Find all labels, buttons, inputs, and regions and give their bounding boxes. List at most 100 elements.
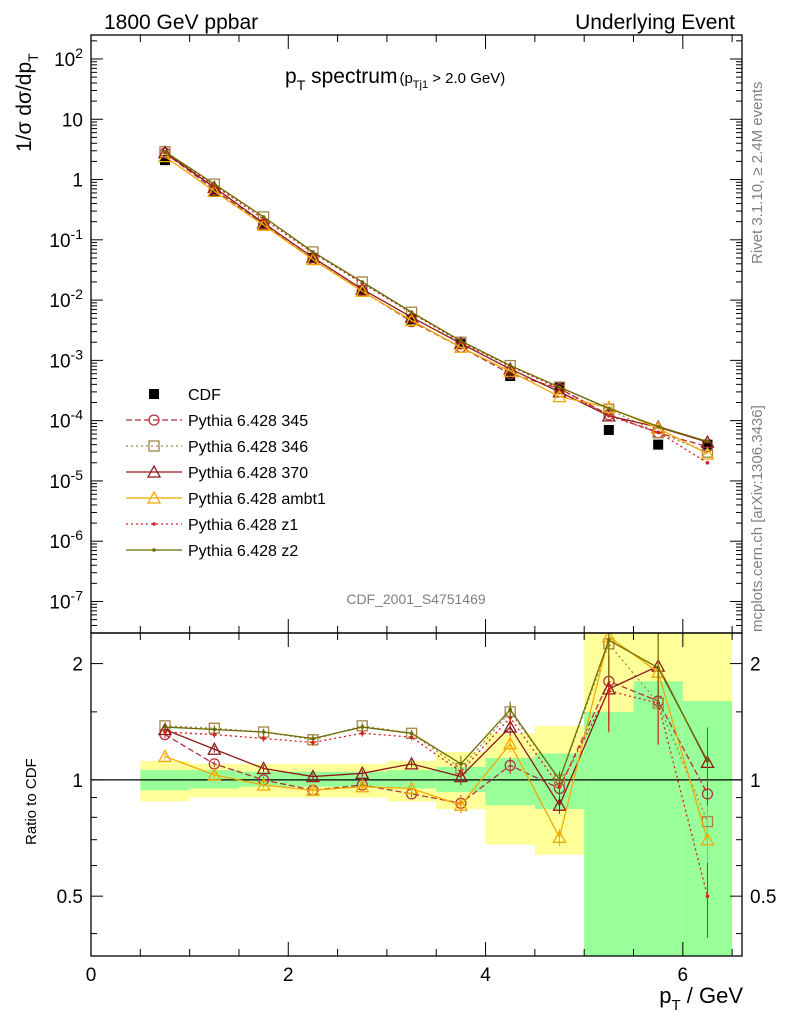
series-line (164, 152, 708, 443)
top-panel-series (157, 145, 715, 465)
ratio-point (207, 767, 222, 781)
mcplots-label: mcplots.cern.ch [arXiv:1306.3436] (749, 405, 766, 632)
ratio-point (163, 725, 167, 729)
ratio-tick-label-left: 1 (72, 771, 83, 792)
data-point (355, 283, 370, 297)
x-tick-label: 2 (283, 965, 294, 986)
data-point (607, 406, 611, 411)
data-point (256, 217, 271, 231)
ratio-point (453, 769, 468, 783)
legend-marker (146, 490, 162, 504)
series-pythia-6-428-z2 (163, 149, 710, 444)
ratio-point (409, 735, 414, 739)
ratio-point (453, 797, 468, 811)
legend-label: Pythia 6.428 z1 (188, 517, 298, 534)
y-tick-label: 10-2 (49, 286, 83, 312)
series-line (164, 151, 708, 453)
rivet-label: Rivet 3.1.10, ≥ 2.4M events (749, 82, 766, 265)
series-line (164, 152, 708, 448)
data-point (603, 424, 614, 435)
legend-marker (148, 414, 160, 426)
data-point (212, 182, 217, 186)
data-point (311, 250, 315, 254)
legend: CDF Pythia 6.428 345 Pythia 6.428 346 Pythi… (126, 387, 326, 560)
ratio-point (404, 756, 419, 770)
band-inner (584, 711, 634, 956)
data-point (552, 389, 567, 403)
ratio-point (508, 707, 513, 712)
y-tick-label: 10-5 (49, 467, 83, 493)
data-point (404, 313, 419, 327)
y-tick-label: 1 (72, 171, 83, 192)
data-point (159, 155, 170, 166)
data-point (557, 385, 562, 389)
data-point (207, 183, 222, 197)
ratio-point (360, 725, 365, 729)
ratio-point (305, 769, 321, 783)
ratio-point (552, 797, 567, 811)
data-point (157, 149, 173, 163)
legend-marker (146, 464, 162, 478)
ratio-tick-label-left: 0.5 (57, 887, 83, 908)
y-tick-label: 10 (62, 110, 83, 131)
data-point (700, 446, 715, 460)
header-left: 1800 GeV ppbar (104, 11, 258, 34)
legend-entry: Pythia 6.428 z1 (126, 517, 298, 534)
ratio-line (164, 690, 709, 897)
ratio-point (256, 777, 271, 791)
data-point (357, 285, 368, 296)
ratio-line (164, 665, 709, 807)
y-tick-label: 102 (54, 45, 83, 71)
legend-marker (152, 522, 156, 526)
ratio-tick-label-right: 0.5 (750, 887, 776, 908)
data-point (261, 215, 266, 219)
ratio-uncertainty-bands (91, 633, 742, 956)
x-tick-label: 4 (480, 965, 491, 986)
ratio-tick-label-right: 2 (750, 655, 761, 676)
y-tick-label: 10-6 (49, 527, 83, 553)
series-line (164, 151, 708, 443)
ratio-point (503, 719, 518, 733)
ratio-point (656, 666, 660, 670)
data-point (257, 211, 270, 223)
ratio-point (705, 759, 710, 763)
legend-entry: Pythia 6.428 ambt1 (126, 490, 326, 508)
legend-label: Pythia 6.428 345 (188, 413, 308, 430)
data-point (356, 276, 368, 288)
data-point (508, 363, 513, 368)
data-point (503, 363, 518, 377)
data-point (705, 460, 710, 465)
ratio-pythia-6-428-z2 (163, 633, 710, 803)
ratio-point (157, 749, 173, 763)
legend-entry: Pythia 6.428 370 (126, 464, 308, 482)
bottom-panel-series (157, 633, 715, 938)
legend-entry: Pythia 6.428 z2 (126, 543, 298, 560)
ratio-point (261, 730, 266, 734)
ratio-point (404, 781, 419, 795)
ratio-line (164, 639, 709, 782)
ratio-point (700, 832, 715, 846)
ratio-point (607, 689, 611, 693)
data-point (406, 314, 417, 325)
ratio-point (163, 730, 167, 734)
y-tick-label: 10-1 (49, 226, 83, 252)
ratio-point (504, 759, 516, 772)
ratio-point (607, 638, 611, 642)
ratio-point (552, 829, 567, 843)
data-point (705, 439, 710, 444)
y-tick-label: 10-4 (49, 407, 83, 433)
legend-label: Pythia 6.428 370 (188, 465, 308, 482)
ratio-point (212, 727, 217, 732)
legend-marker (148, 440, 160, 452)
data-point (653, 439, 664, 450)
legend-entry: Pythia 6.428 345 (126, 413, 308, 430)
ratio-point (305, 782, 321, 796)
ratio-point (409, 731, 414, 736)
y-tick-label: 10-3 (49, 346, 83, 372)
plot-title: pT spectrum (pTj1 > 2.0 GeV) (285, 65, 505, 93)
legend-entry: CDF (149, 387, 221, 404)
ratio-line (164, 635, 709, 840)
ratio-point (360, 731, 365, 736)
legend-label: CDF (188, 387, 221, 404)
